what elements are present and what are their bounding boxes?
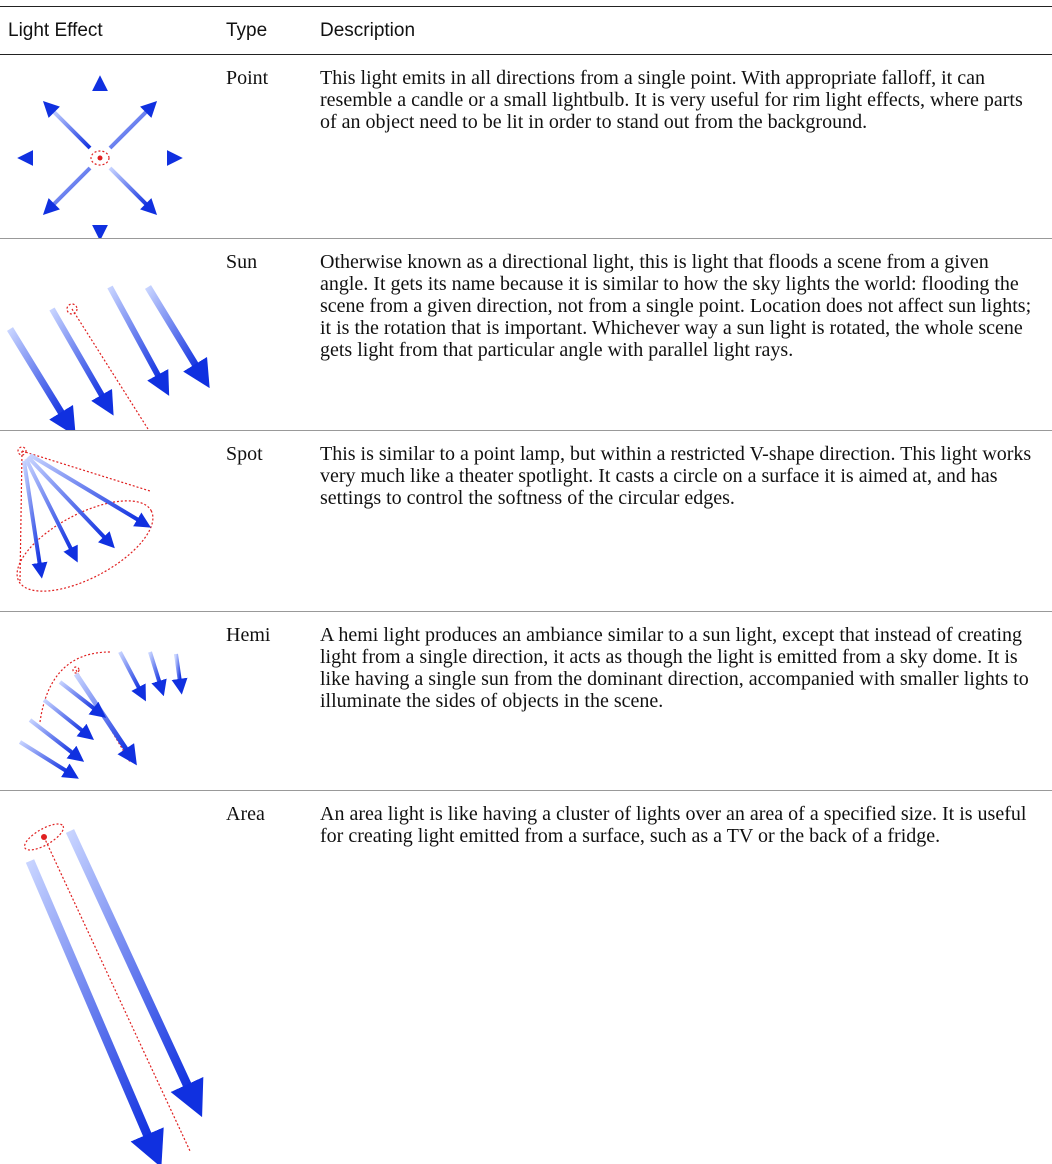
table-row: Point This light emits in all directions… (0, 55, 1052, 238)
hemi-icon (18, 651, 188, 779)
point-icon (17, 75, 183, 238)
type-cell: Spot (226, 443, 263, 465)
table-row: Hemi A hemi light produces an ambiance s… (0, 612, 1052, 790)
table-row: Sun Otherwise known as a directional lig… (0, 239, 1052, 430)
area-icon (23, 823, 204, 1164)
header-cell: Light Effect (8, 20, 103, 41)
type-cell: Hemi (226, 624, 271, 646)
description-cell: An area light is like having a cluster o… (320, 803, 1027, 847)
header-cell: Description (320, 20, 416, 41)
description-cell: A hemi light produces an ambiance simila… (320, 624, 1029, 712)
row-rule (0, 790, 1052, 791)
row-rule (0, 430, 1052, 431)
description-cell: This light emits in all directions from … (320, 67, 1023, 133)
spot-icon (16, 446, 154, 592)
header-rule (0, 54, 1052, 55)
sun-icon (7, 285, 210, 430)
table-row: Spot This is similar to a point lamp, bu… (0, 431, 1052, 611)
description-cell: Otherwise known as a directional light, … (320, 251, 1032, 361)
row-rule (0, 611, 1052, 612)
header-cell: Type (226, 20, 268, 41)
type-cell: Point (226, 67, 269, 89)
top-rule (0, 6, 1052, 7)
row-rule (0, 238, 1052, 239)
description-cell: This is similar to a point lamp, but wit… (320, 443, 1032, 509)
table-row: Area An area light is like having a clus… (0, 791, 1052, 1164)
type-cell: Area (226, 803, 265, 825)
type-cell: Sun (226, 251, 258, 273)
